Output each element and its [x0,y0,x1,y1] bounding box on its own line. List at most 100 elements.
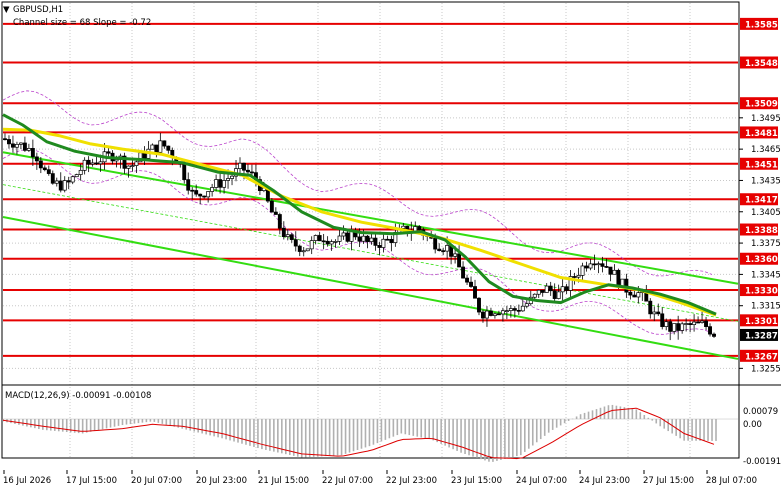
candle-body [556,291,561,299]
macd-bar [125,419,128,425]
macd-bar [543,419,546,436]
price-axis: 0.00079 0.00 -0.00191 1.3495 1.3465 1.3435 1.3… [739,114,781,467]
candle-body [18,142,23,145]
macd-bar [257,419,259,449]
candle-body [576,275,581,278]
candle-body [712,333,716,337]
time-tick-label: 24 Jul 23:00 [579,476,630,486]
macd-bar [273,419,275,452]
macd-bar [384,419,387,440]
macd-bar [193,419,195,432]
macd-bar [352,419,355,452]
candle-body [708,326,712,335]
candle-body [126,165,131,169]
level-label: 1.3267 [745,352,778,362]
candle-body [329,241,334,245]
macd-bar [695,419,697,441]
macd-bar [488,419,490,462]
macd-pane [2,404,738,462]
candle-body [373,237,378,246]
candle-body [636,292,641,298]
candle-body [78,169,83,175]
time-tick-label: 28 Jul 07:00 [706,476,757,486]
macd-bar [105,419,108,429]
macd-bar [340,419,343,456]
level-lines [3,22,738,357]
macd-bar [69,419,72,433]
candle-body [552,290,557,299]
candle-body [114,159,119,162]
macd-bar [440,419,442,444]
macd-bar [269,419,271,451]
collapse-triangle-icon[interactable]: ▼ [3,5,10,15]
macd-bar [547,419,550,433]
level-label: 1.3301 [745,317,778,327]
macd-bar [703,419,705,441]
macd-bar [14,419,16,424]
level-label: 1.3548 [745,59,778,69]
macd-scale-label: 0.00079 [743,407,778,417]
macd-bar [420,419,423,438]
candle-body [305,248,310,252]
candle-body [349,230,354,242]
candle-body [684,323,689,325]
macd-bar [583,412,586,420]
candle-body [700,320,705,323]
macd-bar [575,416,578,420]
candle-body [477,297,481,313]
time-tick-label: 27 Jul 15:00 [643,476,694,486]
candle-body [134,161,139,166]
macd-bar [655,419,658,424]
candle-body [293,239,298,247]
macd-bar [408,419,411,436]
time-tick-label: 20 Jul 23:00 [196,476,247,486]
candle-body [82,159,87,171]
macd-bar [508,419,510,459]
candle-body [413,226,418,232]
candle-body [564,286,569,291]
candle-body [277,214,282,229]
macd-bar [416,419,419,437]
macd-bar [424,419,427,439]
macd-bar [300,419,303,458]
macd-bar [312,419,315,457]
macd-bar [559,419,562,426]
level-label-box [740,284,778,297]
macd-bar [137,419,140,424]
candle-body [668,321,673,332]
macd-bar [217,419,219,438]
macd-bar [336,419,339,456]
candle-body [11,143,15,148]
candle-body [536,289,541,295]
macd-bar [380,419,383,442]
level-label: 1.3585 [745,20,778,30]
macd-bar [591,410,594,420]
macd-bar [452,419,454,450]
macd-bar [715,419,717,441]
candle-body [524,303,529,307]
macd-bar [392,419,395,437]
candle-body [628,291,633,296]
macd-bar [46,419,48,431]
candle-body [42,167,47,171]
candle-body [66,180,71,183]
candle-body [572,276,577,278]
candle-body [504,310,509,312]
time-tick-label: 21 Jul 15:00 [258,476,309,486]
candle-body [401,225,406,229]
candle-body [485,310,489,319]
macd-bar [38,419,40,430]
macd-bar [500,419,502,460]
macd-bar [89,419,92,432]
level-label-box [740,193,778,206]
price-tick-label: 1.3495 [751,114,781,124]
macd-bar [197,419,199,433]
macd-bar [512,419,514,458]
level-label: 1.3509 [745,100,778,110]
candle-body [341,232,346,237]
macd-bar [643,415,646,420]
macd-bar [261,419,263,450]
current-price-label: 1.3287 [745,331,778,341]
macd-bar [26,419,28,427]
